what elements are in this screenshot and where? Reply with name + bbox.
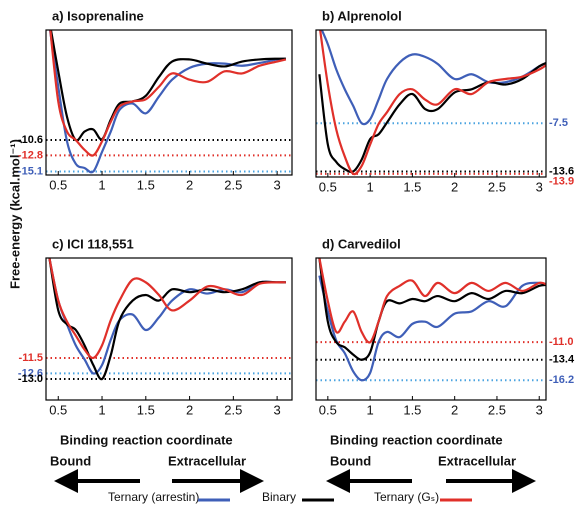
x-tick-label: 2.5 xyxy=(488,402,506,417)
curve xyxy=(48,258,286,381)
x-tick-label: 3 xyxy=(274,177,281,192)
panel-title: c) ICI 118,551 xyxy=(52,236,134,251)
y-axis-label: Free-energy (kcal.mol⁻¹) xyxy=(7,139,22,289)
reference-label: -11.0 xyxy=(549,336,573,348)
reference-label: -15.1 xyxy=(18,165,43,177)
curve xyxy=(49,30,287,157)
curve xyxy=(49,30,286,142)
start-note: Bound xyxy=(330,453,371,468)
curve xyxy=(318,275,546,382)
reference-label: -16.2 xyxy=(549,374,574,386)
x-tick-label: 1.5 xyxy=(137,177,155,192)
x-tick-label: 3 xyxy=(536,402,543,417)
x-tick-label: 0.5 xyxy=(49,177,67,192)
plot-area xyxy=(46,30,292,174)
panel-title: b) Alprenolol xyxy=(322,8,402,23)
reference-label: -13.6 xyxy=(549,165,574,177)
curve xyxy=(318,258,546,361)
x-axis-note: Binding reaction coordinate xyxy=(330,432,503,447)
reference-label: -11.5 xyxy=(19,352,43,364)
reference-label: -13.9 xyxy=(549,176,574,188)
reference-label: -12.6 xyxy=(18,367,43,379)
panel-title: a) Isoprenaline xyxy=(52,8,144,23)
x-tick-label: 1.5 xyxy=(403,402,421,417)
x-tick-label: 3 xyxy=(536,179,543,194)
panel-frame xyxy=(45,29,293,176)
curve xyxy=(318,258,546,344)
curve xyxy=(320,30,546,126)
x-tick-label: 2 xyxy=(186,177,193,192)
x-tick-label: 2.5 xyxy=(488,179,506,194)
x-tick-label: 2.5 xyxy=(224,177,242,192)
plot-area xyxy=(316,258,546,382)
x-tick-label: 0.5 xyxy=(319,402,337,417)
reference-label: -10.6 xyxy=(18,134,43,146)
x-tick-label: 1 xyxy=(367,179,374,194)
panel-frame xyxy=(315,257,547,401)
x-tick-label: 1 xyxy=(367,402,374,417)
plot-area xyxy=(46,258,292,381)
panel-frame xyxy=(45,257,293,401)
reference-label: -7.5 xyxy=(549,117,568,129)
x-tick-label: 1 xyxy=(98,177,105,192)
x-tick-label: 0.5 xyxy=(319,179,337,194)
legend-label: Binary xyxy=(262,490,296,504)
curve xyxy=(48,258,286,360)
reference-label: -13.0 xyxy=(18,373,43,385)
x-tick-label: 2 xyxy=(186,402,193,417)
reference-label: -12.8 xyxy=(18,149,43,161)
x-tick-label: 1 xyxy=(98,402,105,417)
legend-label: Ternary (Gₛ) xyxy=(374,490,439,504)
end-note: Extracellular xyxy=(438,453,516,468)
reference-label: -13.4 xyxy=(549,354,575,366)
end-note: Extracellular xyxy=(168,453,246,468)
x-tick-label: 3 xyxy=(274,402,281,417)
start-note: Bound xyxy=(50,453,91,468)
x-tick-label: 2.5 xyxy=(224,402,242,417)
curve xyxy=(318,61,546,174)
plot-area xyxy=(316,30,546,176)
x-tick-label: 1.5 xyxy=(137,402,155,417)
curve xyxy=(48,30,286,174)
legend-label: Ternary (arrestin) xyxy=(108,490,199,504)
x-tick-label: 1.5 xyxy=(403,179,421,194)
x-tick-label: 2 xyxy=(451,179,458,194)
panel-frame xyxy=(315,29,547,178)
x-tick-label: 2 xyxy=(451,402,458,417)
panel-title: d) Carvedilol xyxy=(322,236,401,251)
x-axis-note: Binding reaction coordinate xyxy=(60,432,233,447)
curve xyxy=(319,30,546,176)
x-tick-label: 0.5 xyxy=(49,402,67,417)
curve xyxy=(48,258,286,375)
